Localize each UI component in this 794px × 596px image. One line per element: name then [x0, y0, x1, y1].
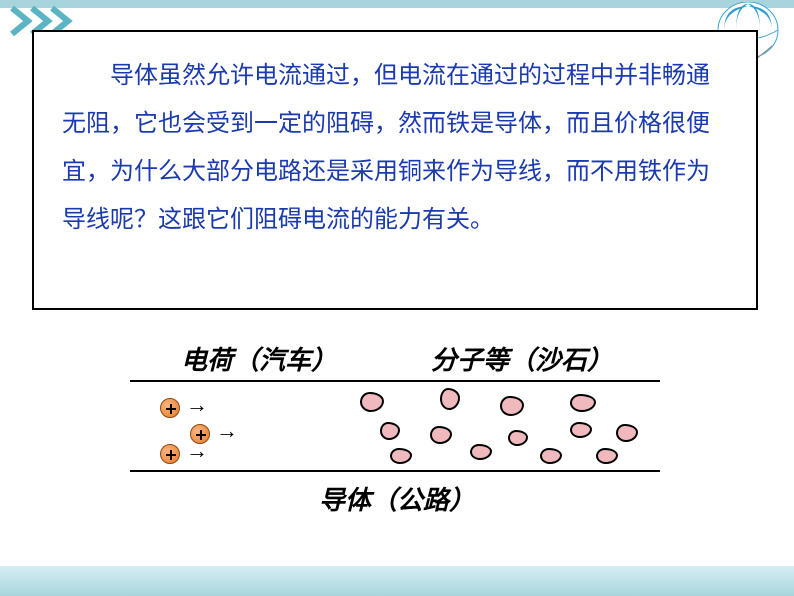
arrow-icon: → — [216, 418, 238, 444]
obstacle-rock — [616, 424, 638, 442]
label-molecule-rock: 分子等（沙石） — [431, 340, 613, 377]
explanation-text: 导体虽然允许电流通过，但电流在通过的过程中并非畅通无阻，它也会受到一定的阻碍，然… — [62, 52, 728, 244]
diagram-top-labels: 电荷（汽车） 分子等（沙石） — [0, 340, 794, 377]
obstacle-rock — [380, 422, 400, 440]
obstacle-rock — [540, 448, 562, 464]
charge-particle — [160, 444, 180, 464]
obstacle-rock — [390, 448, 412, 464]
charge-particle — [160, 398, 180, 418]
road-bottom-line — [130, 470, 660, 472]
label-charge-car: 电荷（汽车） — [181, 340, 337, 377]
obstacle-rock — [570, 394, 596, 412]
top-decorative-band — [0, 0, 794, 8]
conductor-diagram: → → → — [130, 380, 660, 472]
obstacle-rock — [508, 430, 528, 446]
explanation-box: 导体虽然允许电流通过，但电流在通过的过程中并非畅通无阻，它也会受到一定的阻碍，然… — [32, 30, 758, 310]
obstacle-rock — [470, 444, 492, 460]
obstacle-rock — [440, 388, 460, 410]
obstacle-rock — [360, 392, 384, 412]
arrow-icon: → — [186, 392, 208, 418]
label-conductor-road: 导体（公路） — [0, 480, 794, 517]
diagram-content: → → → — [130, 386, 660, 468]
bottom-decorative-band — [0, 566, 794, 596]
obstacle-rock — [430, 426, 452, 444]
obstacle-rock — [596, 448, 618, 464]
obstacle-rock — [500, 396, 524, 416]
obstacle-rock — [570, 422, 592, 438]
arrow-icon: → — [186, 438, 208, 464]
road-top-line — [130, 380, 660, 382]
